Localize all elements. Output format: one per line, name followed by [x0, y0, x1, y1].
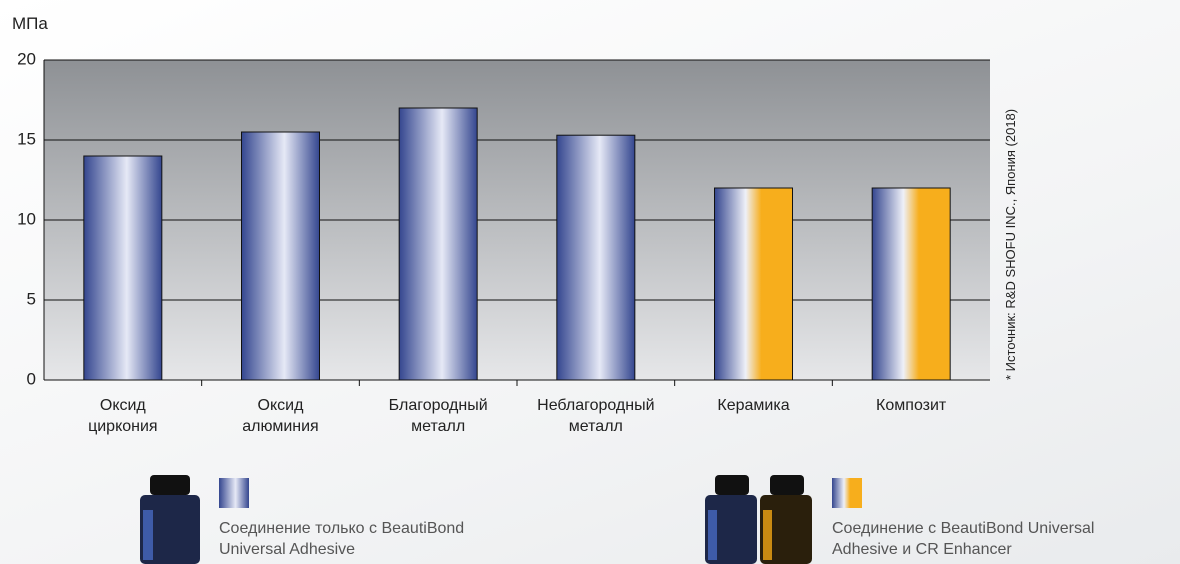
- y-tick-label: 0: [27, 369, 36, 388]
- x-tick-label: Благородный металл: [388, 397, 488, 435]
- legend-label: Соединение только с BeautiBond Universal…: [219, 520, 465, 558]
- legend-swatch: [832, 478, 862, 508]
- y-tick-label: 20: [17, 49, 36, 68]
- bar: [556, 134, 636, 381]
- y-axis-label: МПа: [12, 14, 48, 33]
- x-tick-label: Неблагородный металл: [537, 397, 655, 435]
- y-tick-label: 10: [17, 209, 36, 228]
- bar: [241, 131, 320, 381]
- x-tick-label: Композит: [876, 397, 947, 414]
- y-tick-label: 15: [17, 129, 36, 148]
- y-tick-label: 5: [27, 289, 36, 308]
- product-image: [140, 475, 200, 564]
- source-note: * Источник: R&D SHOFU INC., Япония (2018…: [1003, 108, 1018, 380]
- x-tick-label: Оксид алюминия: [242, 397, 319, 435]
- legend-label: Соединение с BeautiBond Universal Adhesi…: [832, 520, 1095, 558]
- bar: [714, 187, 793, 381]
- x-tick-label: Керамика: [717, 397, 790, 414]
- bar: [871, 187, 951, 381]
- legend-swatch: [219, 478, 249, 508]
- x-tick-label: Оксид циркония: [88, 397, 158, 435]
- product-image: [705, 475, 812, 564]
- bar: [398, 107, 478, 381]
- bar: [83, 155, 163, 381]
